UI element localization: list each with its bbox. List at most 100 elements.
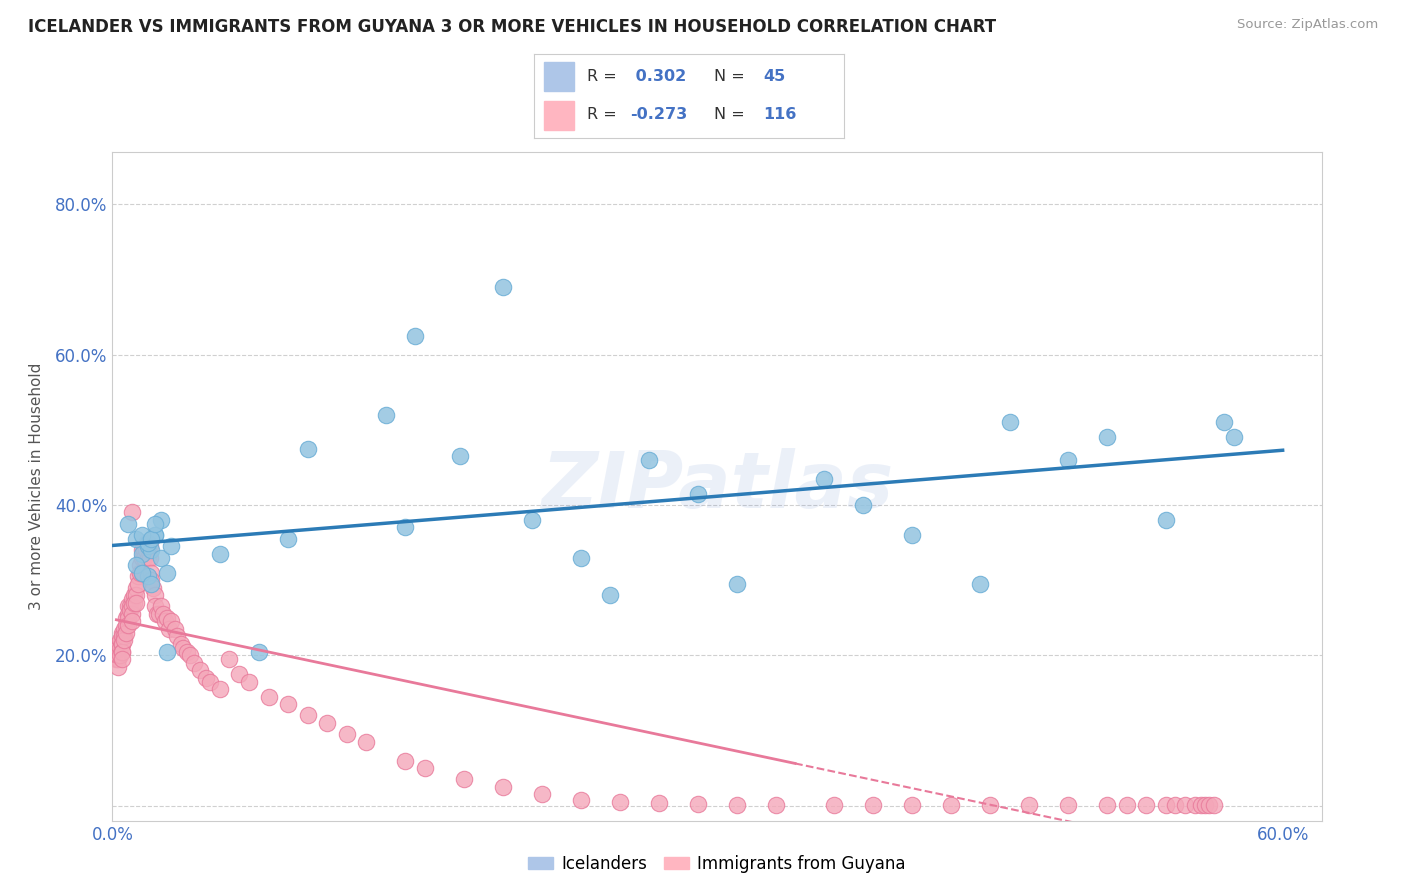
Point	[125, 558, 148, 572]
Point	[138, 550, 160, 565]
Point	[122, 596, 145, 610]
Point	[135, 535, 157, 549]
Point	[131, 543, 153, 558]
Point	[491, 280, 513, 294]
Point	[901, 797, 924, 812]
Point	[141, 566, 163, 580]
Point	[297, 708, 319, 723]
Point	[115, 610, 138, 624]
Point	[637, 453, 659, 467]
Point	[145, 599, 167, 614]
Point	[127, 577, 149, 591]
Point	[131, 528, 153, 542]
Point	[599, 588, 621, 602]
Point	[1223, 430, 1246, 444]
Point	[686, 486, 709, 500]
Point	[1095, 430, 1118, 444]
Point	[1018, 797, 1040, 812]
Point	[112, 622, 135, 636]
Point	[374, 408, 396, 422]
Point	[1184, 797, 1206, 812]
Point	[686, 797, 709, 811]
Point	[127, 569, 149, 583]
Point	[112, 633, 135, 648]
Point	[453, 772, 475, 787]
Point	[218, 652, 240, 666]
Point	[647, 797, 669, 811]
Point	[138, 539, 160, 553]
Point	[111, 644, 134, 658]
Point	[111, 637, 134, 651]
Point	[166, 630, 188, 644]
Point	[115, 625, 138, 640]
Point	[1057, 453, 1080, 467]
Text: 0.302: 0.302	[630, 69, 686, 84]
Point	[998, 415, 1021, 429]
Point	[115, 618, 138, 632]
Point	[135, 543, 157, 558]
Point	[110, 648, 132, 663]
Text: ZIPatlas: ZIPatlas	[541, 448, 893, 524]
Point	[1204, 797, 1226, 812]
Y-axis label: 3 or more Vehicles in Household: 3 or more Vehicles in Household	[30, 362, 44, 610]
Point	[354, 735, 377, 749]
Point	[125, 581, 148, 595]
Point	[1189, 797, 1212, 812]
Point	[1174, 797, 1197, 812]
Point	[1213, 415, 1236, 429]
Point	[1154, 513, 1177, 527]
Point	[725, 577, 748, 591]
Point	[277, 697, 299, 711]
Point	[111, 652, 134, 666]
Point	[208, 682, 231, 697]
Point	[141, 532, 163, 546]
Point	[394, 520, 416, 534]
Point	[1154, 797, 1177, 812]
Point	[150, 599, 173, 614]
Point	[765, 797, 787, 812]
Point	[179, 648, 201, 663]
Point	[121, 615, 143, 629]
Point	[145, 528, 167, 542]
Point	[901, 528, 924, 542]
Point	[136, 569, 159, 583]
Point	[609, 795, 631, 809]
Point	[128, 558, 150, 572]
Point	[862, 797, 884, 812]
Point	[117, 516, 139, 531]
Point	[111, 644, 134, 658]
Text: 45: 45	[763, 69, 786, 84]
Point	[141, 573, 163, 587]
Point	[107, 637, 129, 651]
Point	[335, 727, 357, 741]
Point	[118, 599, 141, 614]
Point	[132, 550, 155, 565]
Bar	[544, 62, 575, 91]
Point	[148, 607, 170, 621]
Point	[145, 528, 167, 542]
Point	[117, 618, 139, 632]
Point	[1198, 797, 1220, 812]
Point	[111, 637, 134, 651]
Point	[316, 715, 339, 730]
Point	[1057, 797, 1080, 812]
Point	[146, 607, 169, 621]
Point	[117, 607, 139, 621]
Point	[156, 644, 179, 658]
Point	[132, 543, 155, 558]
Point	[1194, 797, 1216, 812]
Point	[125, 532, 148, 546]
Point	[150, 550, 173, 565]
Point	[170, 637, 193, 651]
Point	[1135, 797, 1157, 812]
Text: 116: 116	[763, 107, 797, 122]
Point	[110, 633, 132, 648]
Point	[172, 640, 194, 655]
Point	[136, 539, 159, 553]
Point	[145, 516, 167, 531]
Point	[145, 588, 167, 602]
Point	[128, 566, 150, 580]
Point	[121, 599, 143, 614]
Point	[121, 505, 143, 519]
Point	[569, 550, 592, 565]
